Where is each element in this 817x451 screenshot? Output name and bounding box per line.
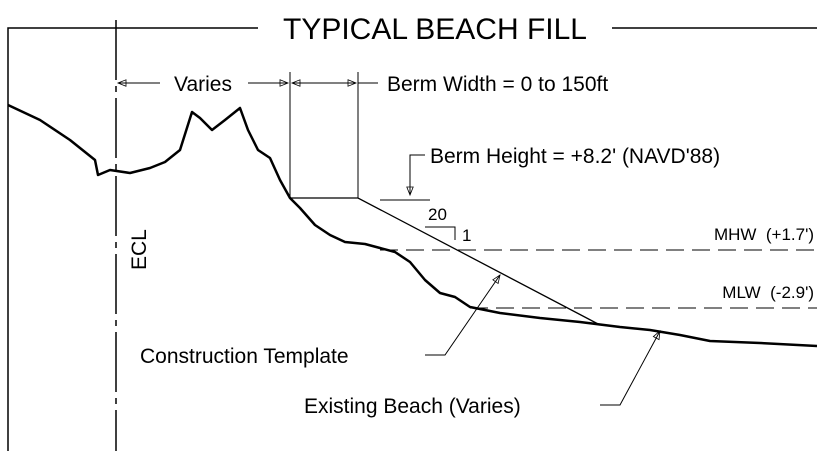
berm-width-label: Berm Width = 0 to 150ft	[387, 73, 608, 96]
varies-label: Varies	[174, 73, 232, 96]
berm-height-leader	[406, 154, 425, 197]
title: TYPICAL BEACH FILL	[283, 13, 587, 46]
construction-template	[290, 197, 601, 326]
slope-run: 20	[428, 205, 447, 224]
slope-mark	[425, 226, 456, 240]
mhw-label: MHW (+1.7')	[714, 225, 814, 244]
ecl-label: ECL	[128, 229, 151, 270]
slope-rise: 1	[462, 226, 471, 245]
existing-beach-profile	[7, 103, 817, 348]
mlw-label: MLW (-2.9')	[722, 283, 814, 302]
existing-label: Existing Beach (Varies)	[304, 395, 521, 418]
frame	[7, 27, 258, 451]
template-label: Construction Template	[140, 345, 349, 368]
template-leader	[425, 274, 501, 356]
berm-height-label: Berm Height = +8.2' (NAVD'88)	[430, 145, 720, 168]
existing-leader	[600, 330, 661, 406]
